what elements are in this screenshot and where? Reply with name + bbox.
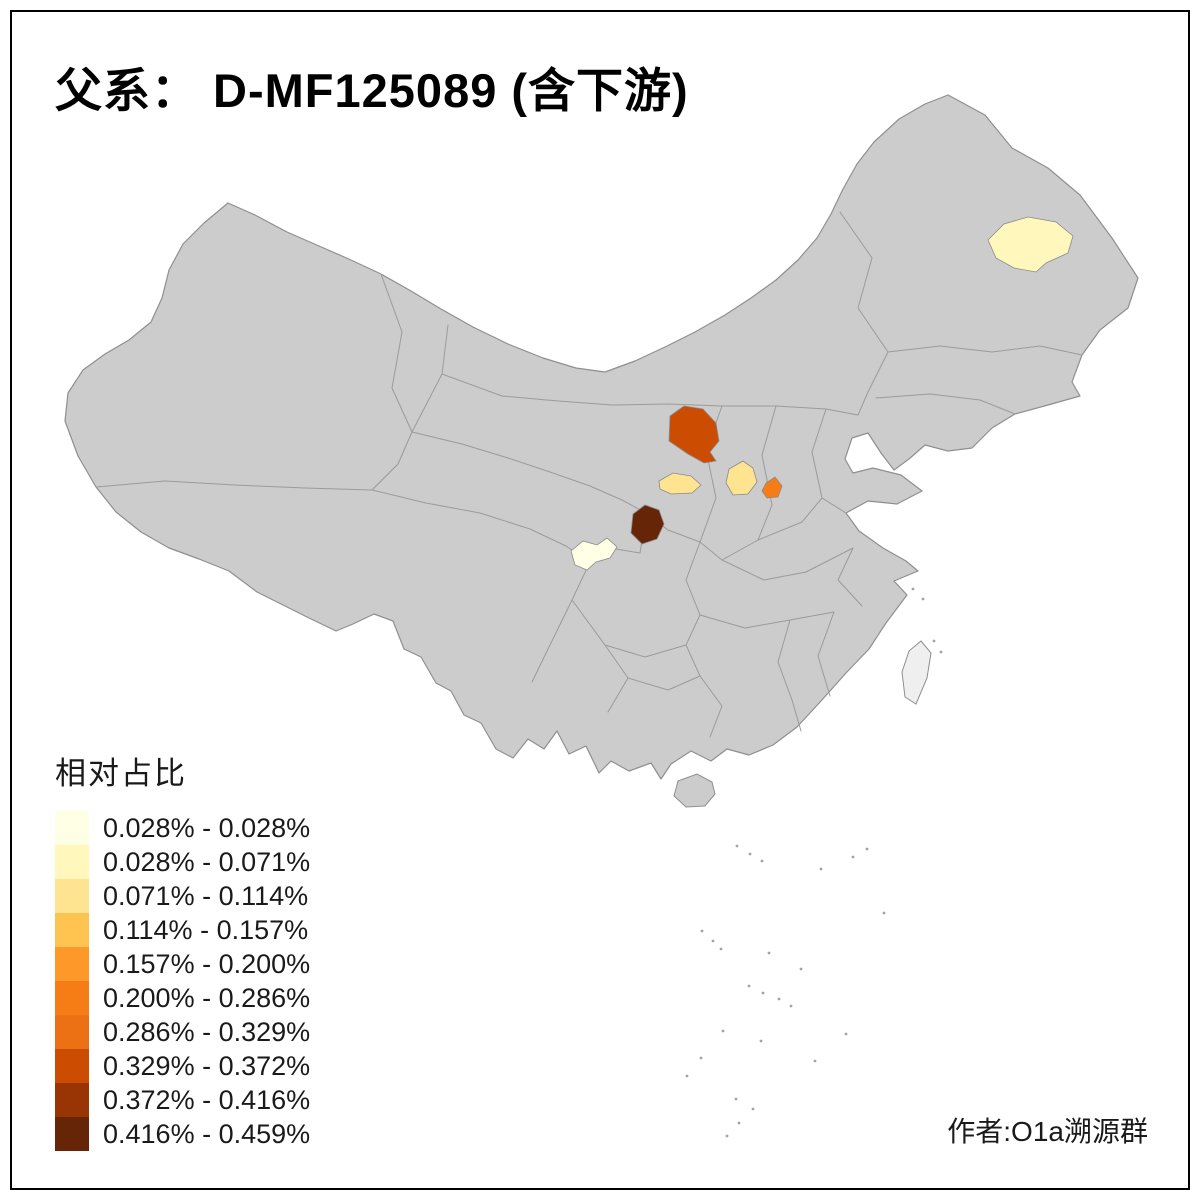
legend-label: 0.028% - 0.028%: [103, 812, 311, 843]
legend-item: 0.416% - 0.459%: [55, 1117, 310, 1151]
region-central-small-pale-yellow: [658, 472, 702, 495]
legend-item: 0.200% - 0.286%: [55, 981, 310, 1015]
legend-label: 0.329% - 0.372%: [103, 1050, 311, 1081]
legend-swatch: [55, 811, 89, 845]
region-central-dark-brown: [630, 504, 665, 545]
legend: 相对占比 0.028% - 0.028% 0.028% - 0.071% 0.0…: [55, 748, 310, 1151]
legend-label: 0.416% - 0.459%: [103, 1118, 311, 1149]
legend-item: 0.329% - 0.372%: [55, 1049, 310, 1083]
highlighted-regions: [570, 216, 1074, 571]
legend-label: 0.028% - 0.071%: [103, 846, 311, 877]
legend-swatch: [55, 913, 89, 947]
legend-label: 0.372% - 0.416%: [103, 1084, 311, 1115]
author-credit: 作者:O1a溯源群: [947, 1116, 1148, 1147]
legend-swatch: [55, 1117, 89, 1151]
legend-label: 0.157% - 0.200%: [103, 948, 311, 979]
mainland-group: [64, 94, 1139, 808]
legend-swatch: [55, 1049, 89, 1083]
legend-label: 0.286% - 0.329%: [103, 1016, 311, 1047]
legend-item: 0.028% - 0.028%: [55, 811, 310, 845]
legend-swatch: [55, 1015, 89, 1049]
legend-item: 0.114% - 0.157%: [55, 913, 310, 947]
legend-label: 0.200% - 0.286%: [103, 982, 311, 1013]
hainan-island: [673, 773, 716, 808]
legend-item: 0.157% - 0.200%: [55, 947, 310, 981]
legend-swatch: [55, 981, 89, 1015]
legend-swatch: [55, 845, 89, 879]
region-central-tiny-orange: [761, 476, 783, 499]
page-title: 父系： D-MF125089 (含下游): [55, 64, 689, 117]
taiwan-island: [901, 640, 932, 705]
legend-label: 0.114% - 0.157%: [103, 914, 309, 945]
china-mainland: [64, 94, 1139, 780]
region-central-right-pale-gold: [725, 460, 758, 496]
legend-swatch: [55, 1083, 89, 1117]
legend-swatch: [55, 879, 89, 913]
legend-swatch: [55, 947, 89, 981]
region-northeast-pale-yellow: [987, 216, 1074, 273]
legend-label: 0.071% - 0.114%: [103, 880, 309, 911]
legend-item: 0.071% - 0.114%: [55, 879, 310, 913]
region-north-central-burnt-orange: [668, 405, 720, 464]
legend-item: 0.286% - 0.329%: [55, 1015, 310, 1049]
region-southwest-cream: [570, 537, 618, 571]
south-china-sea-islands: [685, 587, 943, 1138]
legend-title: 相对占比: [55, 756, 187, 791]
legend-item: 0.028% - 0.071%: [55, 845, 310, 879]
legend-item: 0.372% - 0.416%: [55, 1083, 310, 1117]
